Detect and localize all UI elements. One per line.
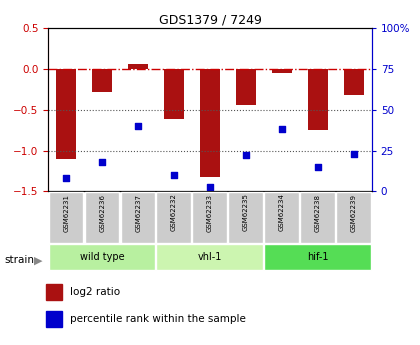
Text: GSM62233: GSM62233 xyxy=(207,194,213,231)
Bar xyxy=(236,69,256,106)
Point xyxy=(99,159,105,165)
Text: percentile rank within the sample: percentile rank within the sample xyxy=(70,314,246,324)
Text: GSM62237: GSM62237 xyxy=(135,194,141,231)
Bar xyxy=(272,69,292,73)
FancyBboxPatch shape xyxy=(336,192,370,243)
Bar xyxy=(344,69,364,95)
Text: log2 ratio: log2 ratio xyxy=(70,287,120,297)
Bar xyxy=(164,69,184,119)
FancyBboxPatch shape xyxy=(49,192,83,243)
Bar xyxy=(92,69,112,91)
FancyBboxPatch shape xyxy=(264,244,371,270)
Point xyxy=(171,172,177,178)
Point xyxy=(243,152,249,158)
FancyBboxPatch shape xyxy=(84,192,119,243)
Point xyxy=(278,127,285,132)
Bar xyxy=(128,65,148,69)
Text: GSM62239: GSM62239 xyxy=(351,194,357,231)
Text: GSM62238: GSM62238 xyxy=(315,194,321,231)
Point xyxy=(63,176,70,181)
FancyBboxPatch shape xyxy=(121,192,155,243)
Bar xyxy=(46,284,62,300)
FancyBboxPatch shape xyxy=(300,192,335,243)
FancyBboxPatch shape xyxy=(49,244,155,270)
Point xyxy=(350,151,357,157)
Bar xyxy=(46,311,62,327)
Point xyxy=(207,184,213,189)
FancyBboxPatch shape xyxy=(264,192,299,243)
Text: GSM62232: GSM62232 xyxy=(171,194,177,231)
FancyBboxPatch shape xyxy=(157,244,263,270)
Text: GSM62234: GSM62234 xyxy=(279,194,285,231)
Text: vhl-1: vhl-1 xyxy=(198,252,222,262)
FancyBboxPatch shape xyxy=(157,192,191,243)
Point xyxy=(315,164,321,170)
Title: GDS1379 / 7249: GDS1379 / 7249 xyxy=(159,13,261,27)
Text: ▶: ▶ xyxy=(34,256,43,265)
Text: GSM62235: GSM62235 xyxy=(243,194,249,231)
Bar xyxy=(56,69,76,159)
Text: wild type: wild type xyxy=(80,252,124,262)
Bar xyxy=(200,69,220,177)
Text: GSM62231: GSM62231 xyxy=(63,194,69,231)
Point xyxy=(135,123,142,129)
FancyBboxPatch shape xyxy=(192,192,227,243)
Text: strain: strain xyxy=(4,256,34,265)
Text: hif-1: hif-1 xyxy=(307,252,328,262)
Bar xyxy=(308,69,328,130)
Text: GSM62236: GSM62236 xyxy=(99,194,105,231)
FancyBboxPatch shape xyxy=(228,192,263,243)
